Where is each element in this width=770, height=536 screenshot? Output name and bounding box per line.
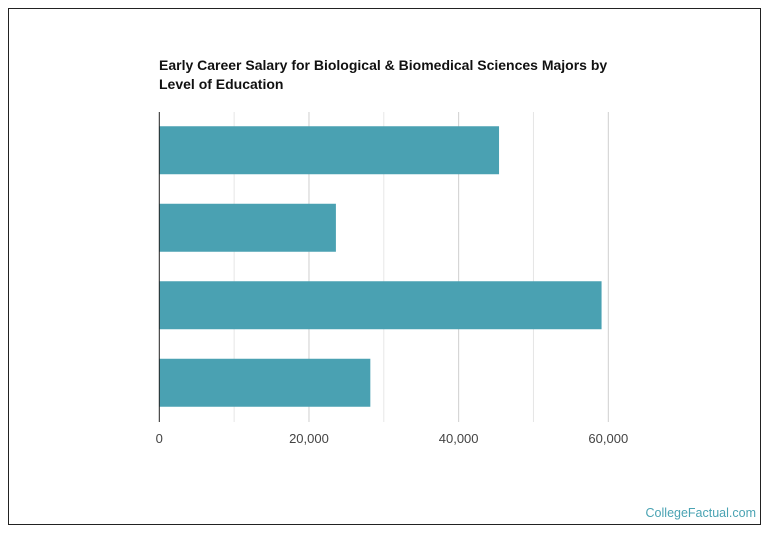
x-tick-label: 60,000 [588,431,628,446]
chart-title: Early Career Salary for Biological & Bio… [159,57,608,92]
bar [159,126,500,175]
bar [159,203,336,252]
bar [159,281,602,330]
bar [159,358,371,407]
chart-frame [8,8,761,525]
x-tick-label: 0 [156,431,163,446]
credit-link[interactable]: CollegeFactual.com [645,506,756,520]
x-tick-label: 40,000 [439,431,479,446]
x-tick-label: 20,000 [289,431,329,446]
